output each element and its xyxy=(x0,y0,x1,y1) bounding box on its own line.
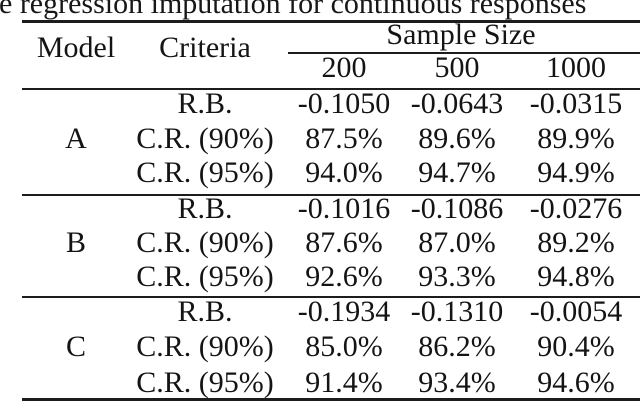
value-cell: -0.0054 xyxy=(529,295,623,328)
value-cell: 87.5% xyxy=(305,122,383,155)
value-cell: -0.1310 xyxy=(410,295,504,328)
value-cell: 94.8% xyxy=(537,260,615,293)
value-cell: 86.2% xyxy=(418,330,496,363)
criteria-label: C.R. (90%) xyxy=(136,330,274,363)
value-cell: 90.4% xyxy=(537,330,615,363)
column-header-size-1000: 1000 xyxy=(546,51,606,84)
model-b-c-divider xyxy=(22,296,640,298)
criteria-label: C.R. (95%) xyxy=(136,260,274,293)
column-header-size-500: 500 xyxy=(434,51,480,84)
value-cell: -0.1016 xyxy=(297,192,391,225)
value-cell: -0.1086 xyxy=(410,192,504,225)
value-cell: -0.0315 xyxy=(529,87,623,120)
value-cell: 89.2% xyxy=(537,226,615,259)
column-header-criteria: Criteria xyxy=(159,31,251,64)
value-cell: 93.3% xyxy=(418,260,496,293)
sample-size-rule xyxy=(288,52,640,54)
model-label-b: B xyxy=(65,226,86,259)
criteria-label: C.R. (90%) xyxy=(136,226,274,259)
value-cell: 94.9% xyxy=(537,156,615,189)
header-bottom-rule xyxy=(22,88,640,90)
column-header-size-200: 200 xyxy=(321,51,367,84)
table-bottom-rule xyxy=(22,398,640,401)
model-label-c: C xyxy=(65,330,86,363)
column-header-model: Model xyxy=(36,31,116,64)
value-cell: -0.0276 xyxy=(529,192,623,225)
value-cell: 87.6% xyxy=(305,226,383,259)
value-cell: 87.0% xyxy=(418,226,496,259)
value-cell: 92.6% xyxy=(305,260,383,293)
model-a-b-divider xyxy=(22,194,640,196)
value-cell: 91.4% xyxy=(305,366,383,399)
value-cell: -0.1934 xyxy=(297,295,391,328)
value-cell: 94.0% xyxy=(305,156,383,189)
criteria-label: C.R. (95%) xyxy=(136,156,274,189)
value-cell: 89.9% xyxy=(537,122,615,155)
value-cell: 85.0% xyxy=(305,330,383,363)
table-caption-fragment: e regression imputation for continuous r… xyxy=(0,0,587,20)
value-cell: 94.7% xyxy=(418,156,496,189)
criteria-label: C.R. (90%) xyxy=(136,122,274,155)
criteria-label: R.B. xyxy=(177,192,233,225)
criteria-label: R.B. xyxy=(177,87,233,120)
value-cell: 94.6% xyxy=(537,366,615,399)
model-label-a: A xyxy=(65,122,87,155)
criteria-label: R.B. xyxy=(177,295,233,328)
value-cell: 93.4% xyxy=(418,366,496,399)
value-cell: -0.1050 xyxy=(297,87,391,120)
value-cell: 89.6% xyxy=(418,122,496,155)
column-header-sample-size: Sample Size xyxy=(386,18,536,51)
value-cell: -0.0643 xyxy=(410,87,504,120)
table-top-rule xyxy=(22,20,640,23)
criteria-label: C.R. (95%) xyxy=(136,366,274,399)
